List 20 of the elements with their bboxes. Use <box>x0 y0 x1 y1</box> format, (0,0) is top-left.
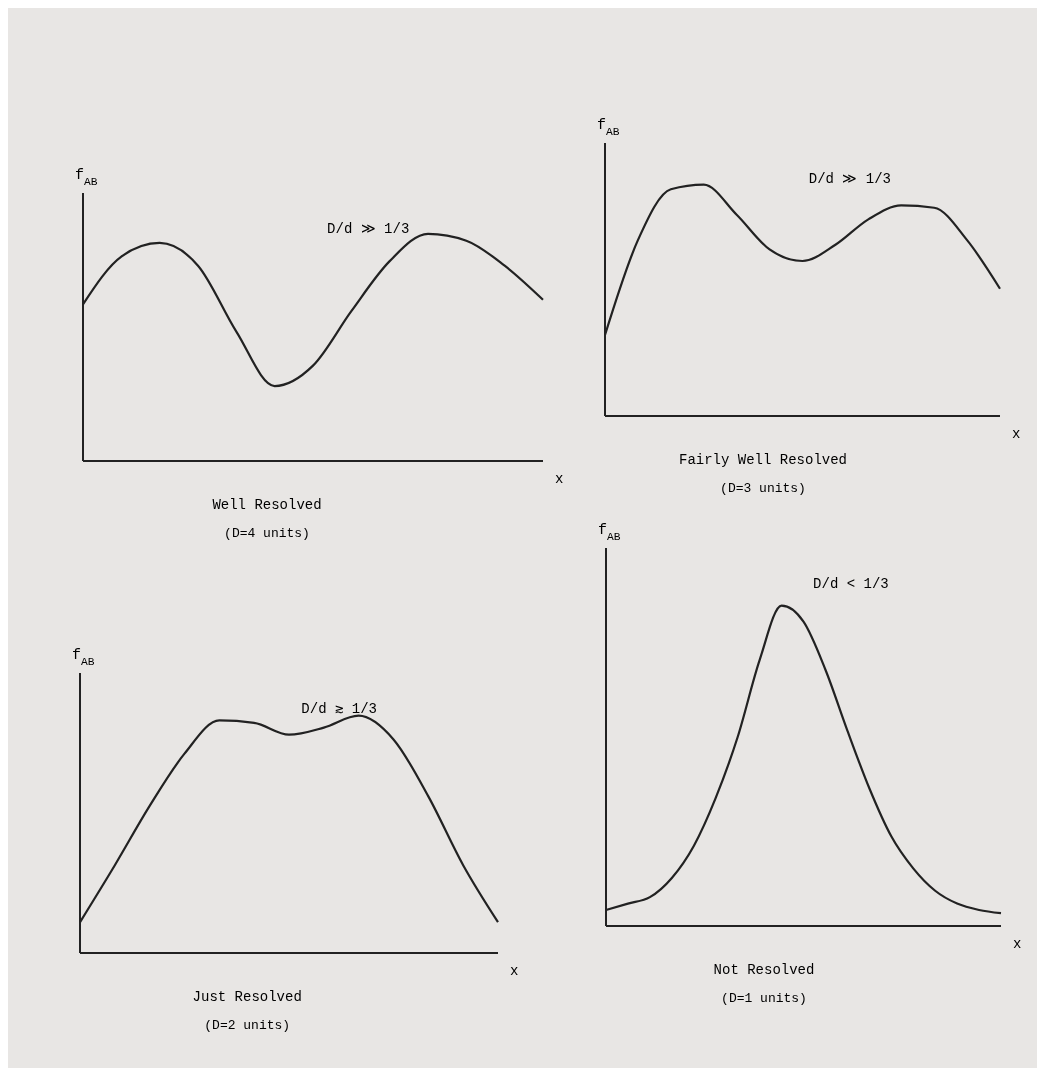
text: (D=1 units) <box>721 991 807 1006</box>
x-axis-title: x <box>1013 936 1022 952</box>
text: Just Resolved <box>192 989 302 1005</box>
text: (D=2 units) <box>204 1018 291 1033</box>
annotation: D/d ≳ 1/3 <box>301 701 377 717</box>
text: Fairly Well Resolved <box>678 452 848 468</box>
text: Not Resolved <box>713 962 815 978</box>
y-axis-title: f$_{AB}$ <box>75 167 98 188</box>
text: (D=4 units) <box>224 526 310 541</box>
annotation: D/d ≫ 1/3 <box>808 171 892 187</box>
y-axis-title: f$_{AB}$ <box>72 647 95 668</box>
annotation: D/d ≫ 1/3 <box>327 221 410 237</box>
y-axis-title: f$_{AB}$ <box>597 117 620 138</box>
text: Well Resolved <box>212 497 322 513</box>
x-axis-title: x <box>1012 426 1021 442</box>
x-axis-title: x <box>555 471 564 487</box>
text: D/d < 1/3 <box>813 576 889 592</box>
text: (D=3 units) <box>720 481 806 496</box>
y-axis-title: f$_{AB}$ <box>598 522 621 543</box>
x-axis-title: x <box>510 963 519 979</box>
